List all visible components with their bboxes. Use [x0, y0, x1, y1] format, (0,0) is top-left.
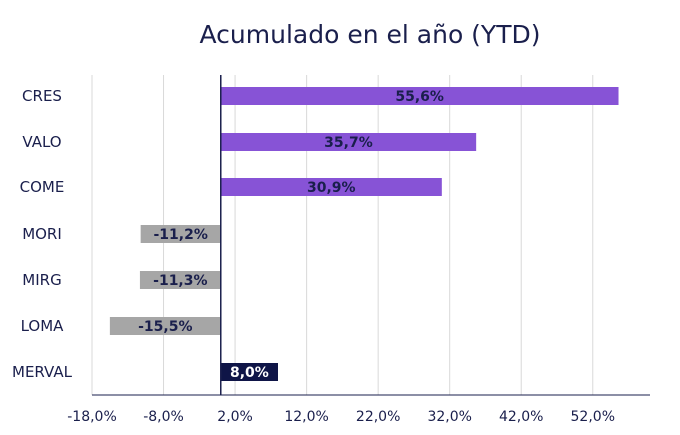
bar-valo — [220, 133, 477, 151]
data-label-loma: -15,5% — [138, 319, 192, 335]
x-tick-label-5: 32,0% — [427, 409, 471, 425]
x-tick-label-3: 12,0% — [284, 409, 328, 425]
data-label-mirg: -11,3% — [153, 273, 207, 289]
x-tick-label-1: -8,0% — [143, 409, 184, 425]
bar-loma — [109, 317, 221, 335]
bar-mori — [140, 225, 221, 243]
category-label-mori: MORI — [22, 225, 62, 243]
bar-come — [220, 178, 442, 196]
data-label-cres: 55,6% — [395, 89, 444, 105]
x-tick-label-7: 52,0% — [571, 409, 615, 425]
category-label-valo: VALO — [22, 133, 61, 151]
bar-mirg — [139, 271, 221, 289]
data-label-valo: 35,7% — [324, 135, 373, 151]
x-tick-label-0: -18,0% — [67, 409, 117, 425]
data-label-come: 30,9% — [307, 180, 356, 196]
x-tick-label-2: 2,0% — [217, 409, 253, 425]
category-label-merval: MERVAL — [12, 363, 73, 381]
x-tick-label-4: 22,0% — [356, 409, 400, 425]
category-label-cres: CRES — [22, 87, 62, 105]
bar-merval — [220, 363, 278, 381]
data-label-mori: -11,2% — [154, 227, 208, 243]
x-tick-label-6: 42,0% — [499, 409, 543, 425]
category-label-loma: LOMA — [21, 317, 65, 335]
bar-cres — [220, 87, 619, 105]
category-label-mirg: MIRG — [22, 271, 61, 289]
data-label-merval: 8,0% — [230, 365, 269, 381]
chart-title: Acumulado en el año (YTD) — [199, 20, 541, 49]
category-label-come: COME — [20, 178, 65, 196]
